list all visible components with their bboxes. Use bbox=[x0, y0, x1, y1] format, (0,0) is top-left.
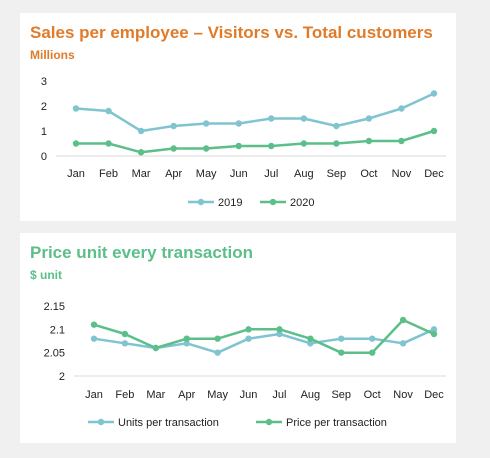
series-line bbox=[74, 129, 436, 154]
data-point bbox=[307, 340, 314, 347]
y-tick-label: 0 bbox=[41, 151, 47, 163]
legend-swatch-marker bbox=[265, 418, 273, 426]
chart-subtitle: Millions bbox=[30, 48, 75, 62]
legend-label: 2020 bbox=[290, 197, 314, 209]
x-tick-label: Apr bbox=[178, 389, 195, 401]
data-point bbox=[214, 335, 221, 342]
x-tick-label: Nov bbox=[393, 389, 413, 401]
data-point bbox=[338, 349, 345, 356]
x-tick-label: Nov bbox=[392, 168, 412, 180]
data-point bbox=[338, 335, 345, 342]
data-point bbox=[276, 326, 283, 333]
data-point bbox=[398, 137, 405, 145]
data-point bbox=[152, 344, 160, 352]
data-point bbox=[137, 149, 145, 156]
legend-swatch-marker bbox=[269, 198, 277, 206]
x-tick-label: Jun bbox=[230, 168, 248, 180]
data-point bbox=[235, 142, 242, 150]
data-point bbox=[430, 330, 438, 338]
series-line bbox=[74, 92, 436, 133]
chart-title: Price unit every transaction bbox=[30, 243, 253, 262]
data-point bbox=[276, 330, 283, 338]
x-tick-label: May bbox=[196, 168, 217, 180]
data-point bbox=[202, 120, 210, 127]
x-tick-label: May bbox=[207, 389, 228, 401]
data-point bbox=[121, 330, 129, 338]
data-point bbox=[398, 105, 405, 112]
data-point bbox=[72, 140, 80, 147]
x-tick-label: Feb bbox=[115, 389, 134, 401]
data-point bbox=[90, 335, 98, 342]
data-point bbox=[430, 127, 438, 135]
data-point bbox=[170, 145, 177, 152]
x-tick-label: Dec bbox=[424, 389, 444, 401]
x-tick-label: Oct bbox=[364, 389, 381, 401]
chart-panel-price: Price unit every transaction $ unit 2 2.0… bbox=[20, 233, 456, 443]
data-point bbox=[245, 326, 252, 333]
x-tick-label: Sep bbox=[327, 168, 347, 180]
data-point bbox=[202, 145, 210, 152]
data-point bbox=[105, 140, 112, 147]
data-point bbox=[399, 340, 407, 347]
y-tick-label: 2.15 bbox=[44, 301, 65, 313]
data-point bbox=[268, 142, 275, 150]
y-tick-label: 2.1 bbox=[50, 324, 65, 336]
data-point bbox=[333, 122, 340, 130]
data-point bbox=[307, 335, 314, 342]
x-tick-label: Jan bbox=[85, 389, 103, 401]
data-point bbox=[268, 115, 275, 122]
y-tick-label: 1 bbox=[41, 126, 47, 138]
data-point bbox=[72, 105, 80, 112]
chart-panel-sales: Sales per employee – Visitors vs. Total … bbox=[20, 13, 456, 221]
data-point bbox=[183, 340, 190, 347]
legend-label: Units per transaction bbox=[118, 417, 219, 429]
x-tick-label: Feb bbox=[99, 168, 118, 180]
data-point bbox=[214, 349, 221, 356]
data-point bbox=[300, 140, 308, 147]
data-point bbox=[333, 140, 340, 147]
x-tick-label: Jan bbox=[67, 168, 85, 180]
data-point bbox=[170, 122, 177, 130]
y-tick-label: 2 bbox=[59, 371, 65, 383]
data-point bbox=[368, 335, 376, 342]
data-point bbox=[183, 335, 190, 342]
series-line bbox=[92, 328, 436, 354]
legend-swatch-marker bbox=[97, 418, 105, 426]
y-tick-label: 2.05 bbox=[44, 348, 65, 360]
x-tick-label: Jul bbox=[264, 168, 278, 180]
price-line-chart: 2 2.05 2.1 2.15 Jan Feb Mar Apr May Jun Jul Aug Sep O… bbox=[44, 301, 446, 429]
data-point bbox=[90, 321, 98, 328]
sales-line-chart: 0 1 2 3 Jan Feb Mar Apr May Jun Jul Aug Sep Oct Nov Dec… bbox=[41, 76, 446, 209]
x-tick-label: Sep bbox=[331, 389, 351, 401]
x-tick-label: Mar bbox=[132, 168, 151, 180]
y-tick-label: 3 bbox=[41, 76, 47, 88]
data-point bbox=[430, 326, 438, 333]
data-point bbox=[368, 349, 376, 356]
data-point bbox=[137, 127, 145, 135]
x-tick-label: Oct bbox=[360, 168, 377, 180]
x-tick-label: Mar bbox=[146, 389, 165, 401]
x-tick-label: Aug bbox=[301, 389, 321, 401]
x-tick-label: Dec bbox=[424, 168, 444, 180]
legend-label: 2019 bbox=[218, 197, 242, 209]
legend-label: Price per transaction bbox=[286, 417, 387, 429]
chart-title: Sales per employee – Visitors vs. Total … bbox=[30, 23, 433, 42]
x-tick-label: Aug bbox=[294, 168, 314, 180]
data-point bbox=[245, 335, 252, 342]
data-point bbox=[399, 316, 407, 324]
data-point bbox=[105, 107, 112, 115]
data-point bbox=[235, 120, 242, 127]
data-point bbox=[430, 90, 438, 97]
data-point bbox=[365, 137, 373, 145]
chart-subtitle: $ unit bbox=[30, 268, 62, 282]
x-tick-label: Jun bbox=[240, 389, 258, 401]
data-point bbox=[300, 115, 308, 122]
y-tick-label: 2 bbox=[41, 101, 47, 113]
x-tick-label: Apr bbox=[165, 168, 182, 180]
legend-swatch-marker bbox=[197, 198, 205, 206]
x-tick-label: Jul bbox=[272, 389, 286, 401]
data-point bbox=[365, 115, 373, 122]
data-point bbox=[121, 340, 129, 347]
series-line bbox=[92, 318, 436, 354]
